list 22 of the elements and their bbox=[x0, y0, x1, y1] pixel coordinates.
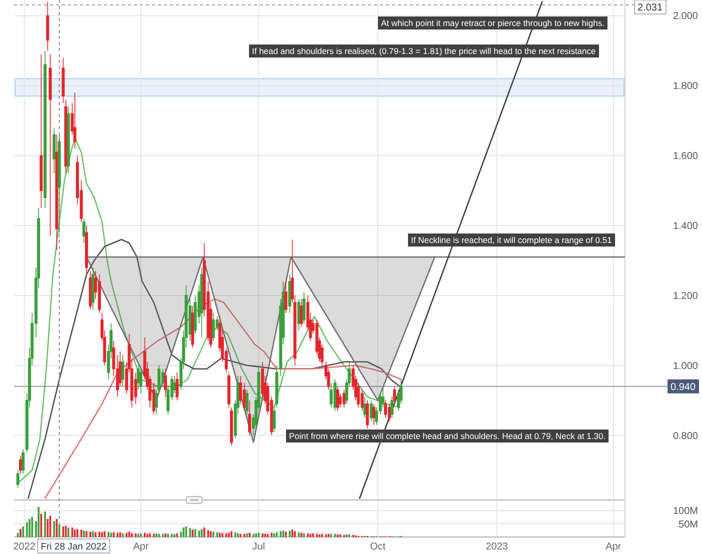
ref-line-label: Fri 28 Jan 2022 bbox=[40, 541, 107, 552]
y-tick-label: 1.600 bbox=[672, 151, 698, 162]
y-tick-label: 1.200 bbox=[672, 290, 698, 302]
y-tick-label: 1.800 bbox=[672, 81, 698, 92]
annotation: At which point it may retract or pierce through to new highs. bbox=[381, 18, 604, 28]
x-tick-label: 2023 bbox=[486, 542, 508, 552]
y-tick-label: 2.000 bbox=[672, 11, 698, 22]
annotation: If Neckline is reached, it will complete a range of 0.51 bbox=[411, 234, 612, 245]
x-tick-label: Apr bbox=[606, 542, 622, 552]
ref-line-label: 2.031 bbox=[638, 2, 663, 14]
y-tick-label: 50M bbox=[678, 519, 698, 530]
annotation: Point from where rise will complete head and shoulders. Head at 0.79, Neck at 1.30. bbox=[289, 430, 606, 441]
x-tick-label: Apr bbox=[133, 542, 150, 552]
annotation: If head and shoulders is realised, (0.79-1.3 = 1.81) the price will head to the next resistance bbox=[252, 46, 596, 56]
y-tick-label: 1.000 bbox=[672, 360, 698, 372]
y-tick-label: 100M bbox=[672, 506, 698, 518]
y-tick-label: 1.400 bbox=[672, 221, 698, 232]
ref-line-label: 0.940 bbox=[670, 382, 696, 393]
y-tick-label: 0.800 bbox=[672, 430, 698, 442]
x-tick-label: Jul bbox=[252, 542, 266, 552]
x-tick-label: Oct bbox=[370, 542, 386, 552]
x-tick-label: 2022 bbox=[13, 542, 36, 552]
